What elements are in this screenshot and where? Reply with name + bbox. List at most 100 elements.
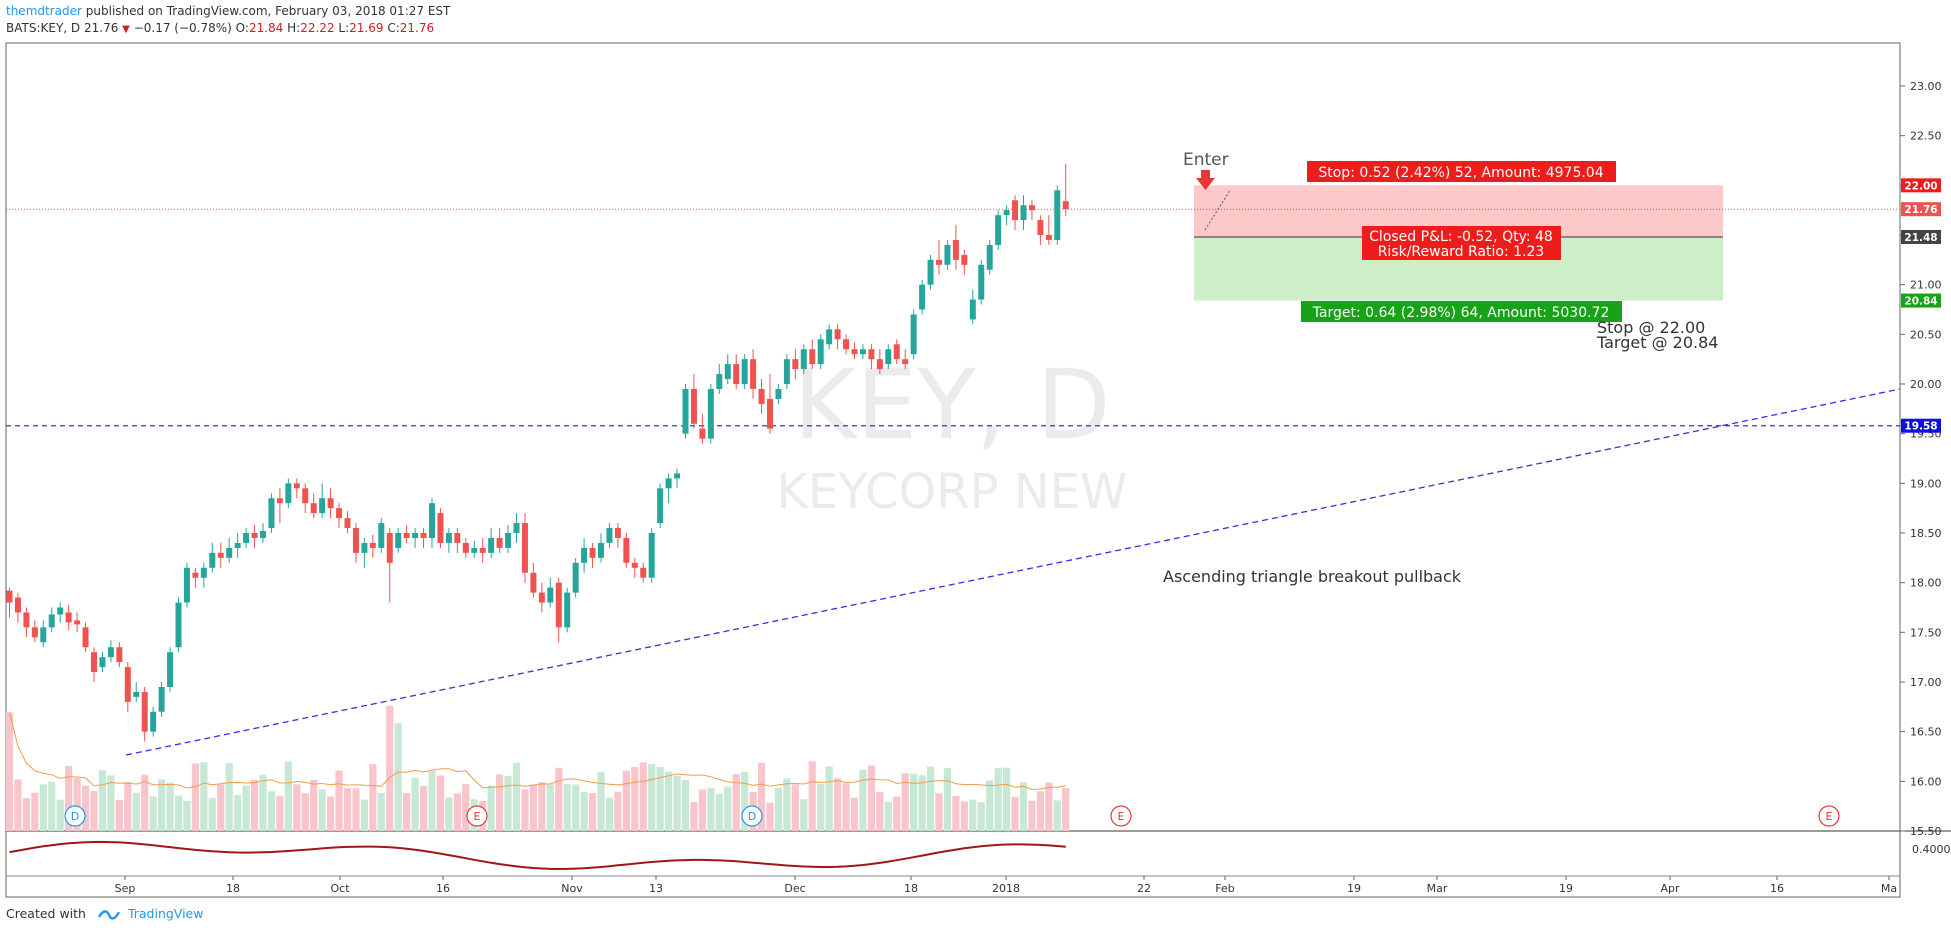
author-link[interactable]: themdtrader xyxy=(6,4,82,18)
price-tick-label: 22.50 xyxy=(1910,130,1942,143)
price-tick-label: 16.00 xyxy=(1910,775,1942,788)
candle-body xyxy=(919,284,926,310)
candle-body xyxy=(589,547,596,558)
volume-bar xyxy=(310,780,318,831)
candle-body xyxy=(336,508,343,519)
volume-bar xyxy=(48,781,56,831)
candle-body xyxy=(6,590,13,603)
price-badge xyxy=(1901,229,1941,244)
volume-ma-line xyxy=(9,712,1066,791)
price-tick-label: 17.00 xyxy=(1910,676,1942,689)
volume-bar xyxy=(757,762,766,831)
watermark-name: KEYCORP NEW xyxy=(776,464,1127,520)
volume-bar xyxy=(301,793,309,831)
target-label: Target: 0.64 (2.98%) 64, Amount: 5030.72 xyxy=(1312,305,1610,321)
volume-bar xyxy=(107,775,115,831)
candle-body xyxy=(682,388,689,434)
candle-body xyxy=(741,359,748,384)
earnings-marker xyxy=(1818,805,1840,827)
earnings-marker xyxy=(466,805,488,827)
volume-bar xyxy=(969,799,977,831)
candle-body xyxy=(386,533,393,563)
published-text: published on TradingView.com, February 0… xyxy=(85,4,451,18)
candle-body xyxy=(209,552,216,568)
price-badge xyxy=(1901,178,1941,193)
volume-bar xyxy=(665,771,673,831)
volume-bar xyxy=(124,782,132,831)
open-value: 21.84 xyxy=(248,21,284,35)
volume-bar xyxy=(1011,796,1019,831)
volume-bar xyxy=(1028,800,1036,831)
footer: Created with TradingView xyxy=(6,906,203,921)
candle-body xyxy=(378,523,385,548)
volume-bar xyxy=(1045,782,1053,831)
volume-bar xyxy=(1003,767,1011,831)
candle-body xyxy=(234,542,241,548)
volume-bar xyxy=(605,797,614,831)
volume-bar xyxy=(1062,788,1070,831)
candle-body xyxy=(876,359,883,370)
volume-bar xyxy=(377,792,385,831)
candle-body xyxy=(902,359,909,365)
volume-bar xyxy=(656,766,664,831)
symbol-label: BATS:KEY, D xyxy=(6,21,81,35)
volume-bar xyxy=(588,793,597,831)
candle-body xyxy=(192,572,199,578)
candle-body xyxy=(471,547,478,553)
down-arrow-icon: ▼ xyxy=(122,24,130,35)
volume-bar xyxy=(73,778,81,831)
volume-bar xyxy=(1019,782,1028,831)
candle-body xyxy=(175,602,182,648)
volume-bar xyxy=(901,773,909,831)
volume-bar xyxy=(403,793,411,831)
volume-bar xyxy=(284,761,292,831)
candle-body xyxy=(513,523,520,533)
candle-body xyxy=(412,533,419,538)
volume-bar xyxy=(681,779,690,831)
volume-bar xyxy=(800,799,808,831)
volume-bar xyxy=(419,786,428,831)
candle-body xyxy=(496,537,503,548)
earnings-marker xyxy=(1110,805,1132,827)
candle-body xyxy=(657,488,664,524)
volume-bar xyxy=(200,762,208,831)
volume-bar xyxy=(867,765,875,831)
candle-body xyxy=(462,542,469,553)
created-with-label: Created with xyxy=(6,906,86,921)
volume-bar xyxy=(98,770,107,831)
candle-body xyxy=(1012,200,1019,221)
volume-bar xyxy=(842,783,850,831)
high-label: H: xyxy=(287,21,301,35)
candle-body xyxy=(124,667,131,702)
time-tick-label: 16 xyxy=(436,882,450,895)
time-tick-label: 16 xyxy=(1770,882,1784,895)
enter-label: Enter xyxy=(1183,150,1229,170)
volume-bar xyxy=(158,779,166,831)
time-tick-label: Ma xyxy=(1881,882,1897,895)
price-tick-label: 17.50 xyxy=(1910,626,1942,639)
tradingview-logo-icon xyxy=(97,910,120,920)
volume-bar xyxy=(141,774,149,831)
volume-bar xyxy=(453,793,461,831)
volume-bar xyxy=(563,784,571,831)
risk-reward-label: Risk/Reward Ratio: 1.23 xyxy=(1378,244,1545,260)
candle-body xyxy=(555,582,562,628)
candle-body xyxy=(268,498,275,529)
tradingview-link[interactable]: TradingView xyxy=(127,906,204,921)
volume-bar xyxy=(597,771,605,831)
volume-bar xyxy=(149,796,157,831)
event-marker-label: E xyxy=(1118,810,1125,823)
candle-body xyxy=(243,533,250,543)
volume-bar xyxy=(293,784,301,831)
candle-body xyxy=(40,627,47,643)
candle-body xyxy=(1003,210,1010,216)
volume-bar xyxy=(81,785,90,831)
candle-body xyxy=(352,528,359,553)
time-tick-label: Apr xyxy=(1660,882,1680,895)
price-tick-label: 20.50 xyxy=(1910,328,1942,341)
candle-body xyxy=(843,339,850,350)
volume-bar xyxy=(436,775,445,831)
candle-body xyxy=(403,533,410,538)
time-tick-label: Oct xyxy=(330,882,350,895)
